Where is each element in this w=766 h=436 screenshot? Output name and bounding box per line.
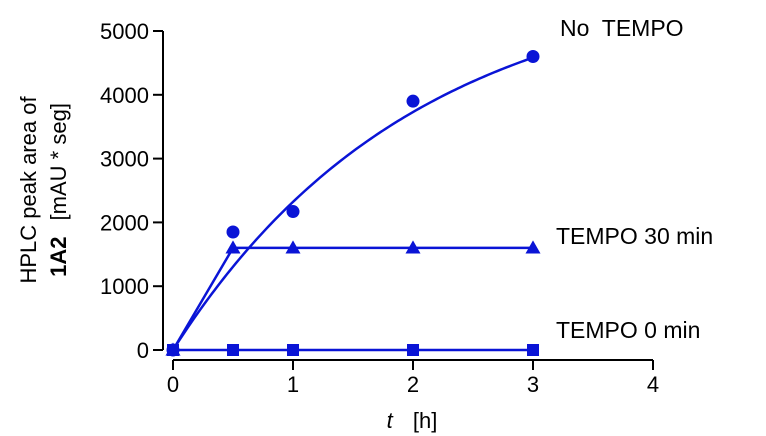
- data-point-circle: [526, 50, 540, 64]
- data-point-triangle: [285, 240, 301, 254]
- data-point-square: [527, 344, 539, 356]
- x-tick-label: 1: [287, 372, 299, 397]
- y-tick-label: 5000: [100, 19, 149, 44]
- series-label: TEMPO 0 min: [556, 317, 700, 343]
- fit-curve: [171, 56, 534, 351]
- x-axis-variable: t: [387, 408, 394, 433]
- data-point-triangle: [405, 240, 421, 254]
- series-circle: No TEMPO: [166, 15, 684, 357]
- axes: 0 1000 2000 3000 4000 5000 0 1 2 3 4: [100, 19, 659, 397]
- data-point-square: [287, 344, 299, 356]
- x-axis-unit: [h]: [413, 408, 437, 433]
- series-square: TEMPO 0 min: [167, 317, 700, 356]
- data-point-square: [407, 344, 419, 356]
- data-point-circle: [406, 94, 420, 108]
- x-axis-title: t [h]: [387, 408, 438, 433]
- series-line: [171, 246, 533, 351]
- series-label: TEMPO 30 min: [556, 223, 713, 249]
- data-point-triangle: [225, 240, 241, 254]
- x-tick-label: 3: [527, 372, 539, 397]
- data-point-square: [227, 344, 239, 356]
- y-tick-label: 0: [137, 338, 149, 363]
- x-tick-label: 2: [407, 372, 419, 397]
- data-point-triangle: [525, 240, 541, 254]
- x-tick-label: 4: [647, 372, 659, 397]
- series-layer: No TEMPO TEMPO 30 min TEMPO 0 min: [165, 15, 713, 357]
- y-tick-label: 2000: [100, 210, 149, 235]
- y-axis-title-line1: HPLC peak area of: [16, 96, 41, 284]
- data-point-square: [167, 344, 179, 356]
- data-point-circle: [226, 225, 240, 239]
- y-axis-unit: [mAU * seg]: [46, 103, 71, 220]
- data-point-circle: [286, 205, 300, 219]
- series-label: No TEMPO: [560, 15, 684, 41]
- y-tick-label: 4000: [100, 83, 149, 108]
- x-tick-label: 0: [167, 372, 179, 397]
- y-tick-label: 1000: [100, 274, 149, 299]
- y-axis-title-line2: 1A2 [mAU * seg]: [46, 103, 71, 277]
- y-tick-label: 3000: [100, 147, 149, 172]
- y-axis-compound: 1A2: [46, 237, 71, 277]
